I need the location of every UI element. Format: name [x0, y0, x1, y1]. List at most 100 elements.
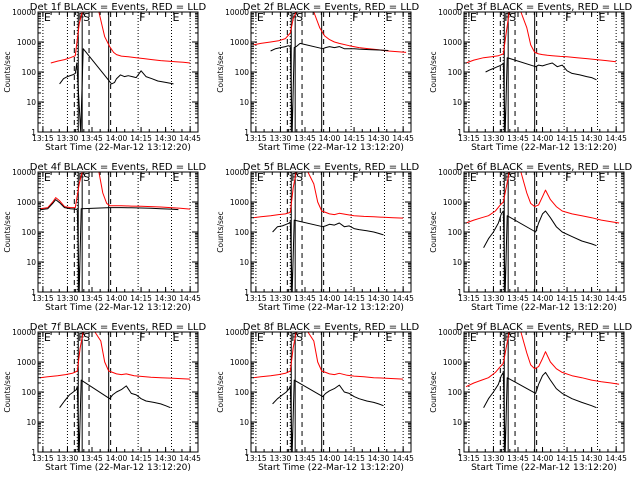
series-lld-line	[50, 12, 191, 64]
x-axis-title: Start Time (22-Mar-12 13:12:20)	[258, 463, 404, 473]
y-tick-label: 10000	[225, 328, 249, 337]
y-tick-label: 100	[448, 68, 463, 77]
attenuator-marker-label: F	[139, 11, 145, 24]
y-tick-label: 10	[26, 418, 36, 427]
x-tick-label: 13:15	[458, 134, 480, 143]
y-axis-title: Counts/sec	[216, 371, 225, 412]
plot-frame	[250, 171, 412, 293]
x-tick-label: 13:30	[483, 454, 505, 463]
attenuator-marker-label: E	[257, 11, 264, 24]
y-tick-label: 100	[22, 388, 37, 397]
plot-frame	[37, 11, 199, 133]
x-tick-label: 14:15	[343, 454, 365, 463]
x-tick-label: 13:45	[294, 294, 316, 303]
y-tick-label: 1000	[230, 358, 249, 367]
y-tick-label: 1	[457, 128, 462, 137]
y-tick-label: 10000	[225, 168, 249, 177]
y-tick-label: 1	[457, 448, 462, 457]
panel-title: Det 3f BLACK = Events, RED = LLD	[456, 2, 633, 13]
attenuator-marker-label: F	[78, 11, 84, 24]
y-tick-label: 1000	[230, 198, 249, 207]
panel-title: Det 7f BLACK = Events, RED = LLD	[30, 322, 207, 333]
x-tick-label: 13:15	[245, 294, 267, 303]
x-axis-title: Start Time (22-Mar-12 13:12:20)	[471, 303, 617, 313]
x-tick-label: 14:00	[319, 134, 341, 143]
attenuator-marker-label: E	[172, 331, 179, 344]
series-events-line	[483, 371, 597, 452]
x-tick-label: 14:45	[392, 294, 414, 303]
y-tick-label: 10	[239, 98, 249, 107]
time-markers	[468, 332, 617, 452]
attenuator-marker-label: S	[509, 331, 516, 344]
x-tick-label: 14:45	[605, 134, 627, 143]
series-events-line	[485, 57, 597, 132]
attenuator-marker-label: E	[470, 331, 477, 344]
attenuator-marker-label: E	[598, 11, 605, 24]
attenuator-marker-label: E	[44, 11, 51, 24]
series-events-line	[59, 48, 174, 132]
y-tick-label: 1000	[443, 198, 462, 207]
x-tick-label: 14:45	[605, 454, 627, 463]
time-markers	[42, 12, 191, 132]
series-events-line	[59, 379, 171, 452]
attenuator-marker-label: E	[598, 171, 605, 184]
attenuator-marker-label: F	[139, 331, 145, 344]
x-tick-label: 14:30	[368, 134, 390, 143]
attenuator-marker-label: F	[78, 171, 84, 184]
time-markers	[255, 332, 404, 452]
y-tick-label: 1	[31, 288, 36, 297]
x-tick-label: 13:45	[507, 454, 529, 463]
x-tick-label: 14:00	[532, 134, 554, 143]
y-tick-label: 10000	[438, 328, 462, 337]
attenuator-marker-label: F	[352, 331, 358, 344]
x-tick-label: 14:45	[179, 134, 201, 143]
x-axis-title: Start Time (22-Mar-12 13:12:20)	[45, 143, 191, 153]
x-tick-label: 14:30	[581, 294, 603, 303]
y-tick-label: 100	[235, 388, 250, 397]
series-lld-line	[252, 172, 404, 219]
attenuator-marker-label: E	[470, 171, 477, 184]
x-tick-label: 14:30	[155, 134, 177, 143]
y-tick-label: 1	[244, 448, 249, 457]
attenuator-marker-label: S	[509, 171, 516, 184]
x-tick-label: 14:15	[130, 294, 152, 303]
y-tick-label: 10000	[225, 8, 249, 17]
series-events-line	[272, 219, 384, 292]
x-tick-label: 14:30	[581, 134, 603, 143]
series-events-line	[272, 379, 384, 452]
series-events-line	[39, 199, 179, 292]
attenuator-marker-label: E	[172, 11, 179, 24]
y-tick-label: 100	[448, 228, 463, 237]
x-tick-label: 14:00	[106, 134, 128, 143]
x-tick-label: 14:00	[319, 294, 341, 303]
attenuator-marker-label: S	[296, 331, 303, 344]
y-tick-label: 100	[235, 68, 250, 77]
x-tick-label: 13:45	[294, 454, 316, 463]
panel-title: Det 9f BLACK = Events, RED = LLD	[456, 322, 633, 333]
attenuator-marker-label: S	[83, 11, 90, 24]
x-tick-label: 13:30	[57, 294, 79, 303]
x-tick-label: 13:45	[81, 454, 103, 463]
attenuator-marker-label: F	[504, 11, 510, 24]
x-tick-label: 13:15	[245, 454, 267, 463]
plot-frame	[37, 331, 199, 453]
series-lld-line	[39, 172, 191, 210]
x-tick-label: 14:45	[392, 454, 414, 463]
x-tick-label: 13:30	[57, 454, 79, 463]
series-events-line	[270, 42, 389, 132]
panel-title: Det 5f BLACK = Events, RED = LLD	[243, 162, 420, 173]
y-tick-label: 1000	[443, 38, 462, 47]
attenuator-marker-label: S	[296, 11, 303, 24]
y-tick-label: 1000	[443, 358, 462, 367]
x-axis-title: Start Time (22-Mar-12 13:12:20)	[471, 463, 617, 473]
x-tick-label: 14:15	[343, 294, 365, 303]
attenuator-marker-label: F	[352, 171, 358, 184]
attenuator-marker-label: F	[352, 11, 358, 24]
x-tick-label: 14:30	[368, 454, 390, 463]
